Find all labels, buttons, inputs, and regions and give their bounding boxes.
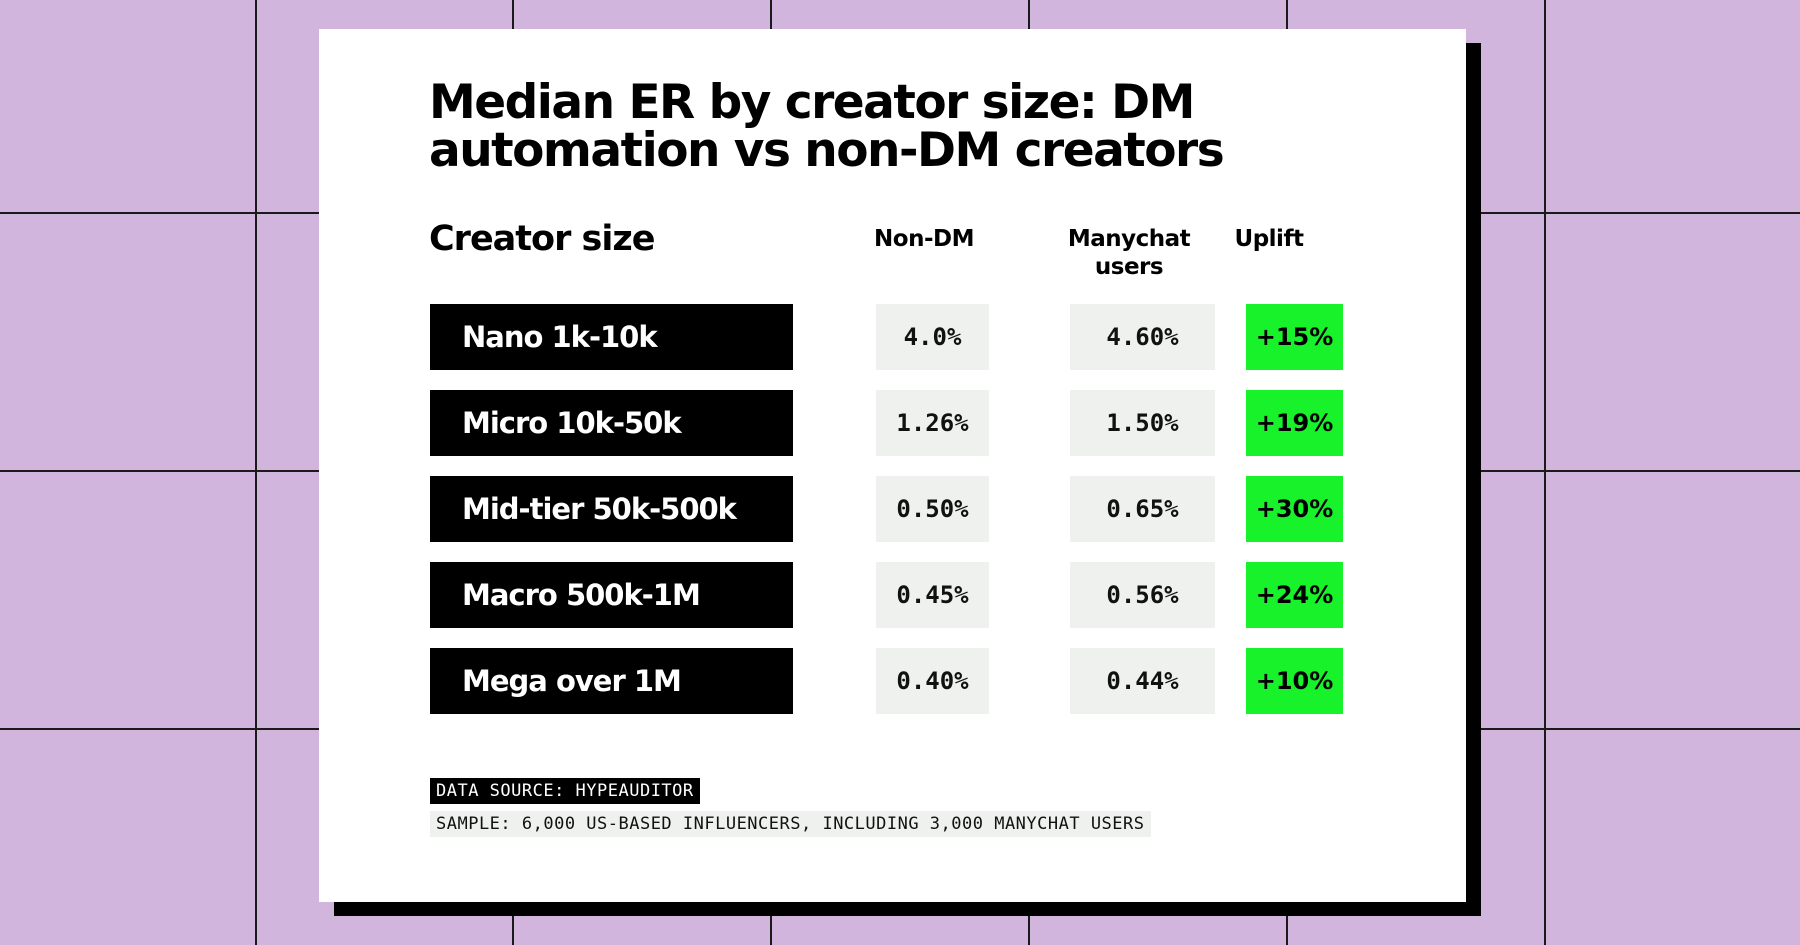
header-uplift: Uplift [1234,226,1304,252]
non-dm-text: 4.0% [903,323,962,351]
non-dm-value: 0.45% [876,562,989,628]
uplift-text: +19% [1255,409,1334,437]
grid-line [1544,0,1546,945]
table-row: Micro 10k-50k 1.26% 1.50% +19% [319,390,1466,456]
non-dm-text: 0.40% [896,667,969,695]
chart-title: Median ER by creator size: DM automation… [429,75,1225,178]
manychat-value: 0.44% [1070,648,1215,714]
creator-size-text: Mega over 1M [462,664,682,698]
header-creator-size: Creator size [429,219,655,259]
manychat-text: 0.44% [1106,667,1179,695]
manychat-text: 0.65% [1106,495,1179,523]
data-source-label: DATA SOURCE: HYPEAUDITOR [430,778,700,804]
manychat-text: 0.56% [1106,581,1179,609]
creator-size-label: Nano 1k-10k [430,304,793,370]
uplift-text: +10% [1255,667,1334,695]
uplift-text: +15% [1255,323,1334,351]
manychat-text: 4.60% [1106,323,1179,351]
chart-card: Median ER by creator size: DM automation… [319,29,1466,902]
uplift-text: +30% [1255,495,1334,523]
table-row: Mid-tier 50k-500k 0.50% 0.65% +30% [319,476,1466,542]
creator-size-text: Mid-tier 50k-500k [462,492,737,526]
creator-size-label: Micro 10k-50k [430,390,793,456]
manychat-value: 1.50% [1070,390,1215,456]
manychat-value: 0.65% [1070,476,1215,542]
grid-line [255,0,257,945]
uplift-value: +24% [1246,562,1343,628]
uplift-value: +10% [1246,648,1343,714]
sample-note: SAMPLE: 6,000 US-BASED INFLUENCERS, INCL… [430,811,1151,837]
uplift-value: +15% [1246,304,1343,370]
table-row: Macro 500k-1M 0.45% 0.56% +24% [319,562,1466,628]
non-dm-text: 0.50% [896,495,969,523]
table-row: Nano 1k-10k 4.0% 4.60% +15% [319,304,1466,370]
creator-size-label: Mega over 1M [430,648,793,714]
header-non-dm: Non-DM [874,226,974,252]
manychat-text: 1.50% [1106,409,1179,437]
uplift-value: +19% [1246,390,1343,456]
creator-size-text: Nano 1k-10k [462,320,658,354]
manychat-value: 4.60% [1070,304,1215,370]
non-dm-value: 4.0% [876,304,989,370]
creator-size-text: Micro 10k-50k [462,406,682,440]
uplift-value: +30% [1246,476,1343,542]
non-dm-text: 0.45% [896,581,969,609]
table-row: Mega over 1M 0.40% 0.44% +10% [319,648,1466,714]
non-dm-text: 1.26% [896,409,969,437]
non-dm-value: 1.26% [876,390,989,456]
creator-size-label: Mid-tier 50k-500k [430,476,793,542]
header-manychat-users: Manychat users [1067,226,1191,280]
creator-size-text: Macro 500k-1M [462,578,701,612]
manychat-value: 0.56% [1070,562,1215,628]
non-dm-value: 0.40% [876,648,989,714]
uplift-text: +24% [1255,581,1334,609]
creator-size-label: Macro 500k-1M [430,562,793,628]
non-dm-value: 0.50% [876,476,989,542]
